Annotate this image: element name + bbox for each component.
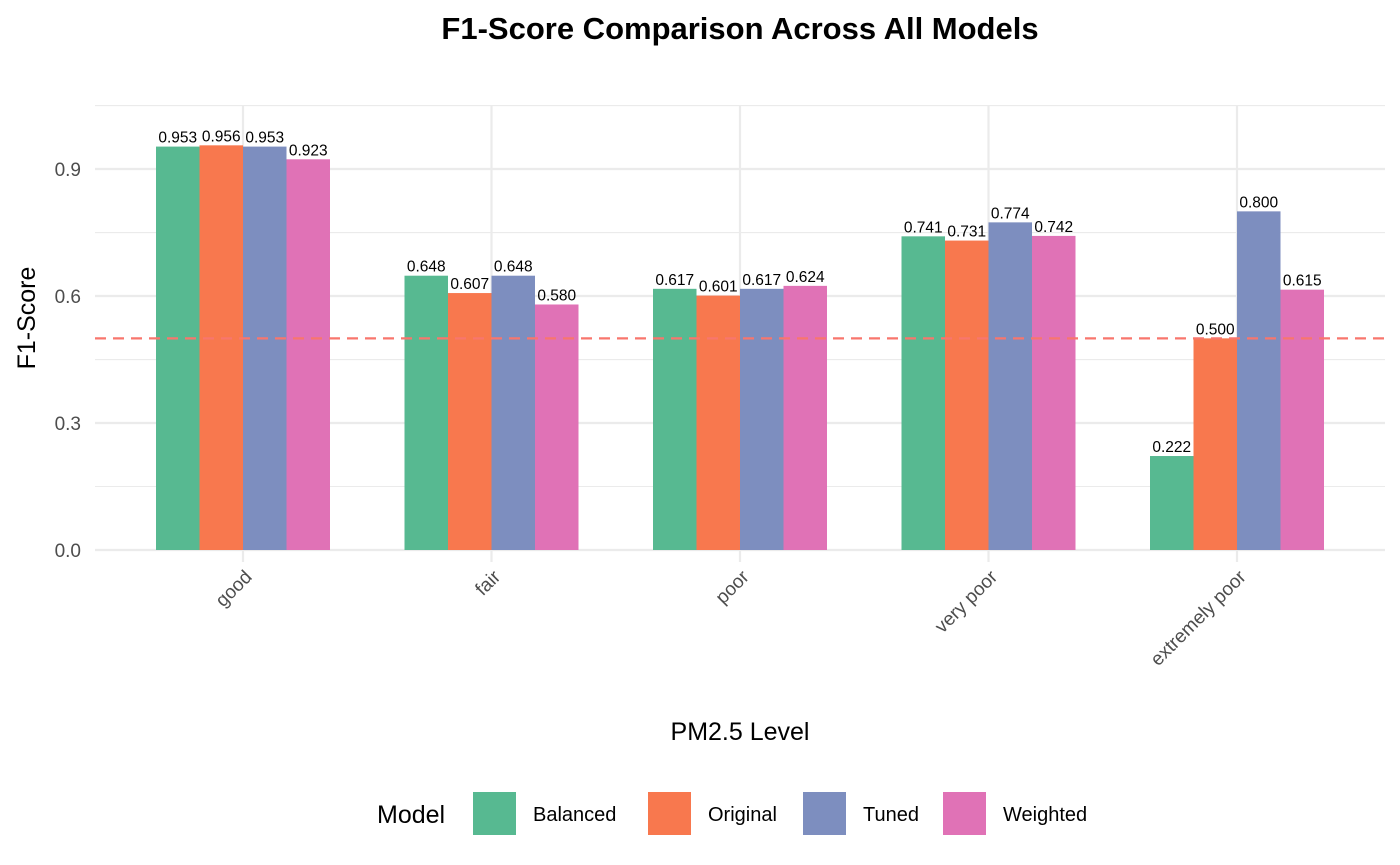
bar xyxy=(740,288,784,550)
x-tick-label: extremely poor xyxy=(1147,566,1251,670)
data-label: 0.580 xyxy=(537,287,576,304)
data-label: 0.956 xyxy=(202,128,241,145)
y-tick-label: 0.0 xyxy=(55,541,81,562)
bar xyxy=(535,304,579,550)
legend-title: Model xyxy=(377,801,445,829)
bar xyxy=(199,145,243,550)
bar xyxy=(286,159,330,550)
bar xyxy=(988,222,1032,551)
x-axis-ticks: good fair poor very poor extremely poor xyxy=(212,566,1251,670)
legend-label: Balanced xyxy=(533,804,616,826)
bar xyxy=(243,146,287,550)
legend-key xyxy=(648,792,691,835)
data-label: 0.615 xyxy=(1283,273,1322,290)
y-tick-label: 0.9 xyxy=(55,160,81,181)
bar xyxy=(1150,456,1194,550)
data-label: 0.500 xyxy=(1196,321,1235,338)
data-label: 0.601 xyxy=(699,279,738,296)
bar xyxy=(404,275,448,550)
bar xyxy=(696,295,740,550)
bars xyxy=(156,145,1324,551)
bar xyxy=(1280,289,1324,550)
x-tick-label: very poor xyxy=(931,566,1002,637)
data-label: 0.648 xyxy=(407,259,446,276)
bar xyxy=(653,288,697,550)
y-tick-label: 0.3 xyxy=(55,414,81,435)
data-label: 0.800 xyxy=(1239,194,1278,211)
bar xyxy=(901,236,945,550)
bar xyxy=(156,146,200,550)
bar xyxy=(783,285,827,550)
legend-key xyxy=(943,792,986,835)
legend-label: Tuned xyxy=(863,804,919,826)
data-label: 0.923 xyxy=(289,142,328,159)
chart-title: F1-Score Comparison Across All Models xyxy=(441,11,1038,46)
bar xyxy=(448,293,492,550)
legend-label: Original xyxy=(708,804,777,826)
bar xyxy=(945,240,989,551)
bar xyxy=(491,275,535,550)
data-label: 0.953 xyxy=(245,130,284,147)
data-label: 0.624 xyxy=(786,269,825,286)
data-label: 0.741 xyxy=(904,219,943,236)
data-label: 0.742 xyxy=(1034,219,1073,236)
data-label: 0.648 xyxy=(494,259,533,276)
x-tick-label: fair xyxy=(472,566,506,600)
bar xyxy=(1032,235,1076,550)
data-label: 0.731 xyxy=(947,224,986,241)
y-axis-ticks: 0.0 0.3 0.6 0.9 xyxy=(55,160,81,562)
y-tick-label: 0.6 xyxy=(55,287,81,308)
data-label: 0.774 xyxy=(991,205,1030,222)
legend-key xyxy=(473,792,516,835)
data-label: 0.222 xyxy=(1152,439,1191,456)
data-label: 0.617 xyxy=(655,272,694,289)
bar xyxy=(1193,338,1237,550)
y-axis-title: F1-Score xyxy=(13,267,41,370)
x-tick-label: poor xyxy=(712,566,754,608)
data-label: 0.617 xyxy=(742,272,781,289)
data-labels: 0.953 0.648 0.617 0.741 0.222 0.956 0.607 0.601… xyxy=(158,128,1321,456)
legend: Model Balanced Original Tuned Weighted xyxy=(377,792,1087,835)
bar xyxy=(1237,211,1281,551)
data-label: 0.953 xyxy=(158,130,197,147)
legend-key xyxy=(803,792,846,835)
x-tick-label: good xyxy=(212,567,257,612)
data-label: 0.607 xyxy=(450,276,489,293)
legend-label: Weighted xyxy=(1003,804,1087,826)
x-axis-title: PM2.5 Level xyxy=(671,718,810,746)
